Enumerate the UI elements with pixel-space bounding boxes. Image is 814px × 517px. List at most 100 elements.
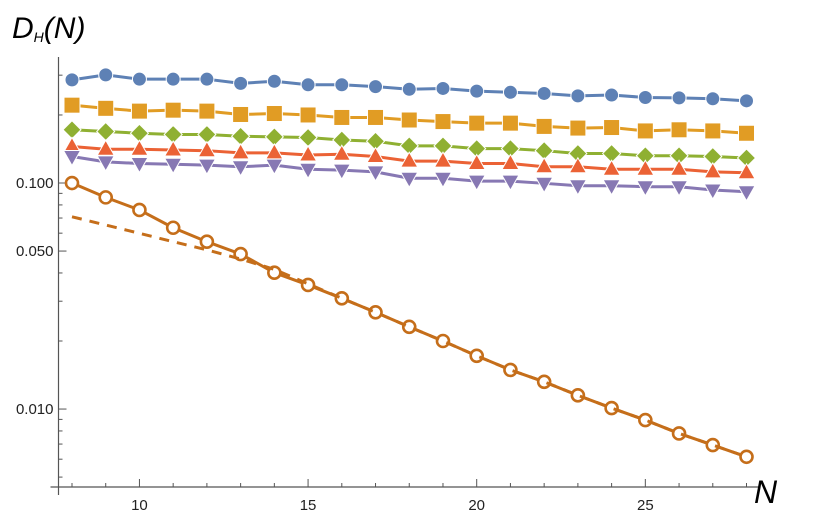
y-axis-label-main: D: [12, 12, 34, 45]
data-point: [368, 79, 384, 95]
data-point: [199, 234, 215, 250]
series-3: [62, 120, 757, 168]
data-point: [366, 146, 385, 164]
y-tick-label: 0.100: [16, 175, 54, 192]
data-point: [603, 119, 621, 137]
data-point: [467, 174, 487, 192]
data-point: [298, 145, 318, 162]
data-point: [299, 106, 317, 124]
data-point: [705, 91, 721, 107]
series-line: [71, 215, 748, 459]
data-point: [434, 113, 452, 131]
data-point: [231, 160, 250, 177]
data-point: [535, 117, 553, 135]
data-point: [64, 72, 80, 88]
data-point: [400, 111, 418, 129]
data-point: [705, 437, 721, 453]
x-tick-label: 15: [300, 497, 317, 514]
y-axis-label-sub: H: [34, 29, 45, 45]
x-tick-label: 25: [637, 497, 654, 514]
data-point: [266, 73, 282, 89]
data-point: [670, 121, 688, 139]
data-point: [264, 158, 284, 176]
data-point: [401, 81, 417, 97]
y-tick-label: 0.010: [16, 401, 54, 418]
data-point: [536, 374, 552, 390]
data-point: [604, 87, 620, 103]
data-point: [433, 151, 453, 168]
data-point: [468, 114, 486, 132]
data-point: [265, 105, 283, 123]
data-point: [568, 179, 588, 196]
data-point: [332, 144, 352, 161]
data-point: [469, 348, 485, 364]
data-point: [671, 90, 687, 106]
data-point: [435, 80, 451, 96]
y-axis-label-arg: (N): [44, 12, 86, 45]
data-point: [638, 412, 653, 428]
data-point: [334, 77, 350, 93]
data-point: [739, 449, 754, 465]
data-point: [198, 102, 216, 120]
axes: 10 15 20 25 0.100 0.050 0.010: [16, 57, 760, 514]
data-point: [602, 179, 621, 196]
data-point: [435, 333, 451, 349]
x-axis-label: N: [754, 474, 778, 510]
data-point: [300, 77, 316, 93]
data-point: [62, 120, 82, 140]
data-point: [298, 162, 318, 180]
data-point: [98, 190, 114, 205]
x-tick-label: 20: [468, 497, 485, 514]
data-point: [98, 67, 114, 83]
series-group: [62, 67, 757, 465]
y-tick-label: 0.050: [16, 243, 54, 260]
data-point: [230, 126, 251, 146]
data-point: [232, 105, 250, 123]
data-point: [368, 304, 383, 320]
data-point: [534, 156, 554, 174]
data-point: [739, 93, 755, 109]
data-point: [197, 140, 217, 158]
data-point: [604, 400, 619, 416]
series-2: [63, 96, 756, 142]
data-point: [131, 71, 147, 87]
data-point: [366, 165, 385, 182]
data-point: [399, 151, 419, 168]
data-point: [501, 153, 520, 170]
data-point: [602, 159, 621, 176]
x-tick-label: 10: [131, 497, 148, 514]
data-point: [536, 85, 552, 101]
data-point: [164, 101, 182, 119]
data-point: [467, 153, 487, 170]
data-point: [334, 291, 350, 306]
data-point: [636, 122, 654, 140]
data-point: [469, 83, 485, 99]
data-point: [333, 108, 351, 126]
data-point: [501, 114, 519, 132]
series-4: [62, 136, 756, 180]
data-point: [433, 171, 453, 189]
data-point: [737, 162, 756, 180]
data-point: [96, 155, 116, 172]
data-point: [570, 388, 586, 403]
data-point: [130, 102, 148, 120]
data-point: [62, 150, 82, 167]
series-7: [71, 215, 748, 459]
series-5: [62, 150, 756, 202]
data-point: [63, 96, 81, 114]
data-point: [199, 71, 215, 87]
data-point: [669, 159, 689, 176]
data-point: [96, 139, 116, 156]
data-point: [635, 180, 655, 197]
data-point: [163, 139, 183, 157]
data-point: [165, 220, 181, 236]
data-point: [703, 183, 723, 201]
data-point: [502, 84, 518, 100]
data-point: [637, 89, 653, 105]
y-axis-label: DH(N): [12, 12, 85, 45]
data-point: [130, 156, 149, 174]
data-point: [231, 142, 250, 160]
series-1: [64, 67, 755, 109]
data-point: [570, 88, 586, 104]
